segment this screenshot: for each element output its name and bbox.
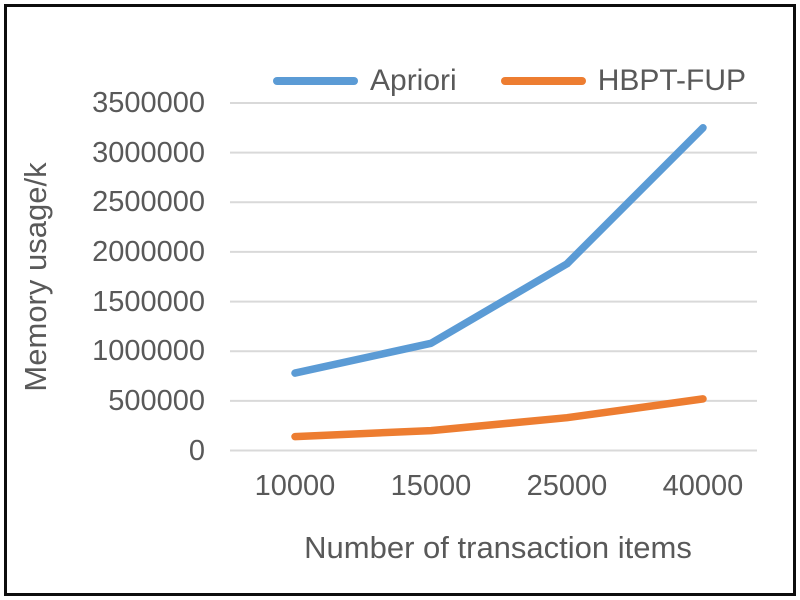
- y-tick-label: 1000000: [92, 335, 205, 368]
- series-line-apriori: [291, 124, 707, 377]
- y-tick-label: 2000000: [92, 235, 205, 268]
- y-tick-label: 3500000: [92, 87, 205, 119]
- y-tick-label: 3000000: [92, 136, 205, 169]
- x-tick-label: 15000: [390, 470, 472, 502]
- y-tick-label: 2500000: [92, 186, 205, 219]
- legend-item-apriori: Apriori: [273, 66, 457, 96]
- y-tick-label: 500000: [108, 384, 205, 417]
- y-tick-label: 0: [188, 434, 205, 467]
- legend-label-apriori: Apriori: [370, 64, 457, 97]
- legend-label-hbpt-fup: HBPT-FUP: [597, 64, 747, 97]
- y-axis-title: Memory usage/k: [18, 162, 53, 392]
- legend-item-hbpt-fup: HBPT-FUP: [500, 64, 747, 97]
- x-axis-title: Number of transaction items: [304, 530, 692, 565]
- x-tick-label: 40000: [662, 470, 744, 502]
- legend: Apriori HBPT-FUP: [273, 66, 746, 96]
- y-tick-label: 1500000: [92, 285, 205, 318]
- x-tick-label: 10000: [254, 470, 336, 502]
- apriori-line-swatch: [273, 77, 358, 85]
- x-tick-label: 25000: [526, 470, 608, 502]
- series-line-hbpt-fup: [291, 395, 707, 441]
- hbpt-fup-line-swatch: [500, 77, 586, 85]
